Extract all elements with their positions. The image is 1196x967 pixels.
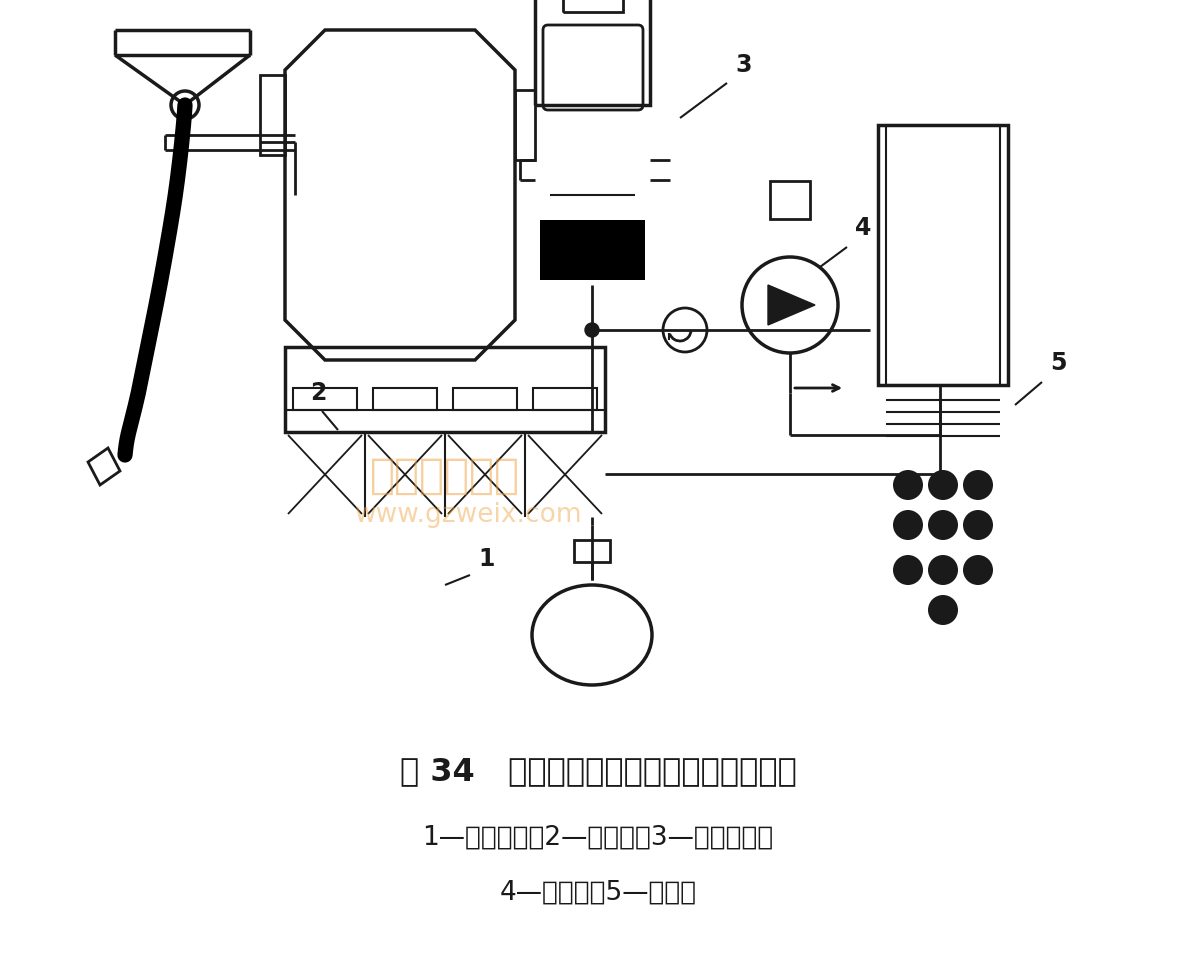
Ellipse shape <box>532 585 652 685</box>
Circle shape <box>963 555 993 585</box>
Circle shape <box>928 510 958 540</box>
Bar <box>285 347 605 432</box>
Text: 4: 4 <box>855 216 872 240</box>
Bar <box>293 388 356 410</box>
Text: 1—制动轮缸；2—电磁阀；3—制动主缸；: 1—制动轮缸；2—电磁阀；3—制动主缸； <box>422 825 774 851</box>
Text: 5: 5 <box>1050 351 1067 375</box>
Text: 2: 2 <box>310 381 327 405</box>
Circle shape <box>928 470 958 500</box>
Text: www.gzweix.com: www.gzweix.com <box>355 502 582 528</box>
Circle shape <box>893 510 923 540</box>
Circle shape <box>963 470 993 500</box>
Circle shape <box>585 323 599 337</box>
Circle shape <box>893 555 923 585</box>
Circle shape <box>171 91 199 119</box>
Bar <box>535 0 649 105</box>
Text: 精通汽修改装: 精通汽修改装 <box>370 455 520 497</box>
Bar <box>770 181 810 219</box>
Circle shape <box>963 510 993 540</box>
Bar <box>886 125 1000 385</box>
Bar <box>541 220 645 280</box>
Bar <box>515 90 535 160</box>
Polygon shape <box>768 285 814 325</box>
Bar <box>453 388 517 410</box>
Text: 1: 1 <box>478 547 494 571</box>
Bar <box>533 388 597 410</box>
Bar <box>563 0 623 12</box>
Circle shape <box>663 308 707 352</box>
Bar <box>574 540 610 562</box>
Text: 3: 3 <box>736 53 751 77</box>
Circle shape <box>928 595 958 625</box>
Bar <box>373 388 437 410</box>
Circle shape <box>742 257 838 353</box>
Text: 图 34   循环式制动压力调节器的基本结构: 图 34 循环式制动压力调节器的基本结构 <box>399 756 797 787</box>
Text: 4—电动泵；5—蓄能器: 4—电动泵；5—蓄能器 <box>500 880 696 906</box>
Circle shape <box>928 555 958 585</box>
Circle shape <box>893 470 923 500</box>
Bar <box>878 125 1008 385</box>
Bar <box>260 75 285 155</box>
Circle shape <box>181 100 190 110</box>
